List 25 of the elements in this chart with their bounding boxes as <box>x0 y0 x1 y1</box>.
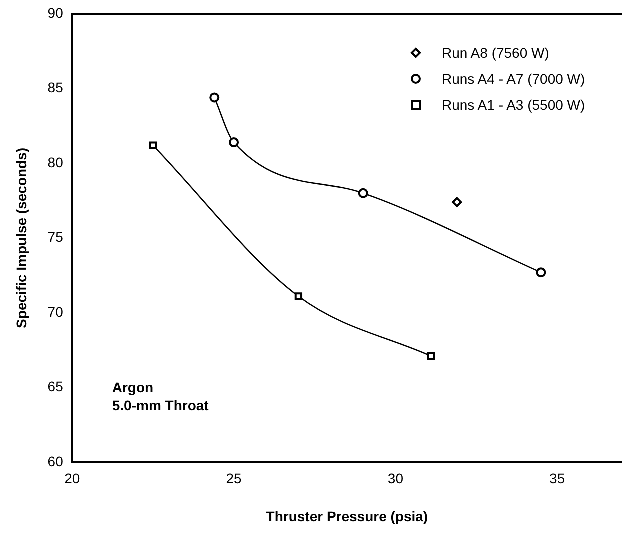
point <box>149 142 158 150</box>
point <box>294 292 303 300</box>
y-tick-label: 65 <box>48 378 64 395</box>
point <box>358 188 368 198</box>
y-tick-label: 80 <box>48 154 64 170</box>
y-axis-title: Specific Impulse (seconds) <box>13 148 30 328</box>
point <box>210 92 220 103</box>
x-tick-label: 25 <box>226 470 242 487</box>
y-tick-label: 90 <box>48 4 64 21</box>
y-tick-label: 60 <box>48 453 64 470</box>
legend-label: Runs A4 - A7 (7000 W) <box>442 71 586 87</box>
point <box>229 138 240 148</box>
x-tick-label: 20 <box>64 470 80 487</box>
legend-label: Runs A1 - A3 (5500 W) <box>442 97 586 113</box>
y-tick-label: 85 <box>48 80 64 96</box>
point <box>536 268 546 278</box>
x-axis-title: Thruster Pressure (psia) <box>266 508 428 524</box>
legend-label: Run A8 (7560 W) <box>442 45 550 61</box>
x-tick-label: 35 <box>550 470 566 487</box>
point <box>452 197 462 208</box>
x-tick-label: 30 <box>388 470 404 487</box>
y-tick-label: 70 <box>48 304 64 320</box>
y-tick-label: 75 <box>48 229 64 246</box>
point <box>427 352 436 360</box>
annotation: Argon 5.0-mm Throat <box>112 379 210 414</box>
